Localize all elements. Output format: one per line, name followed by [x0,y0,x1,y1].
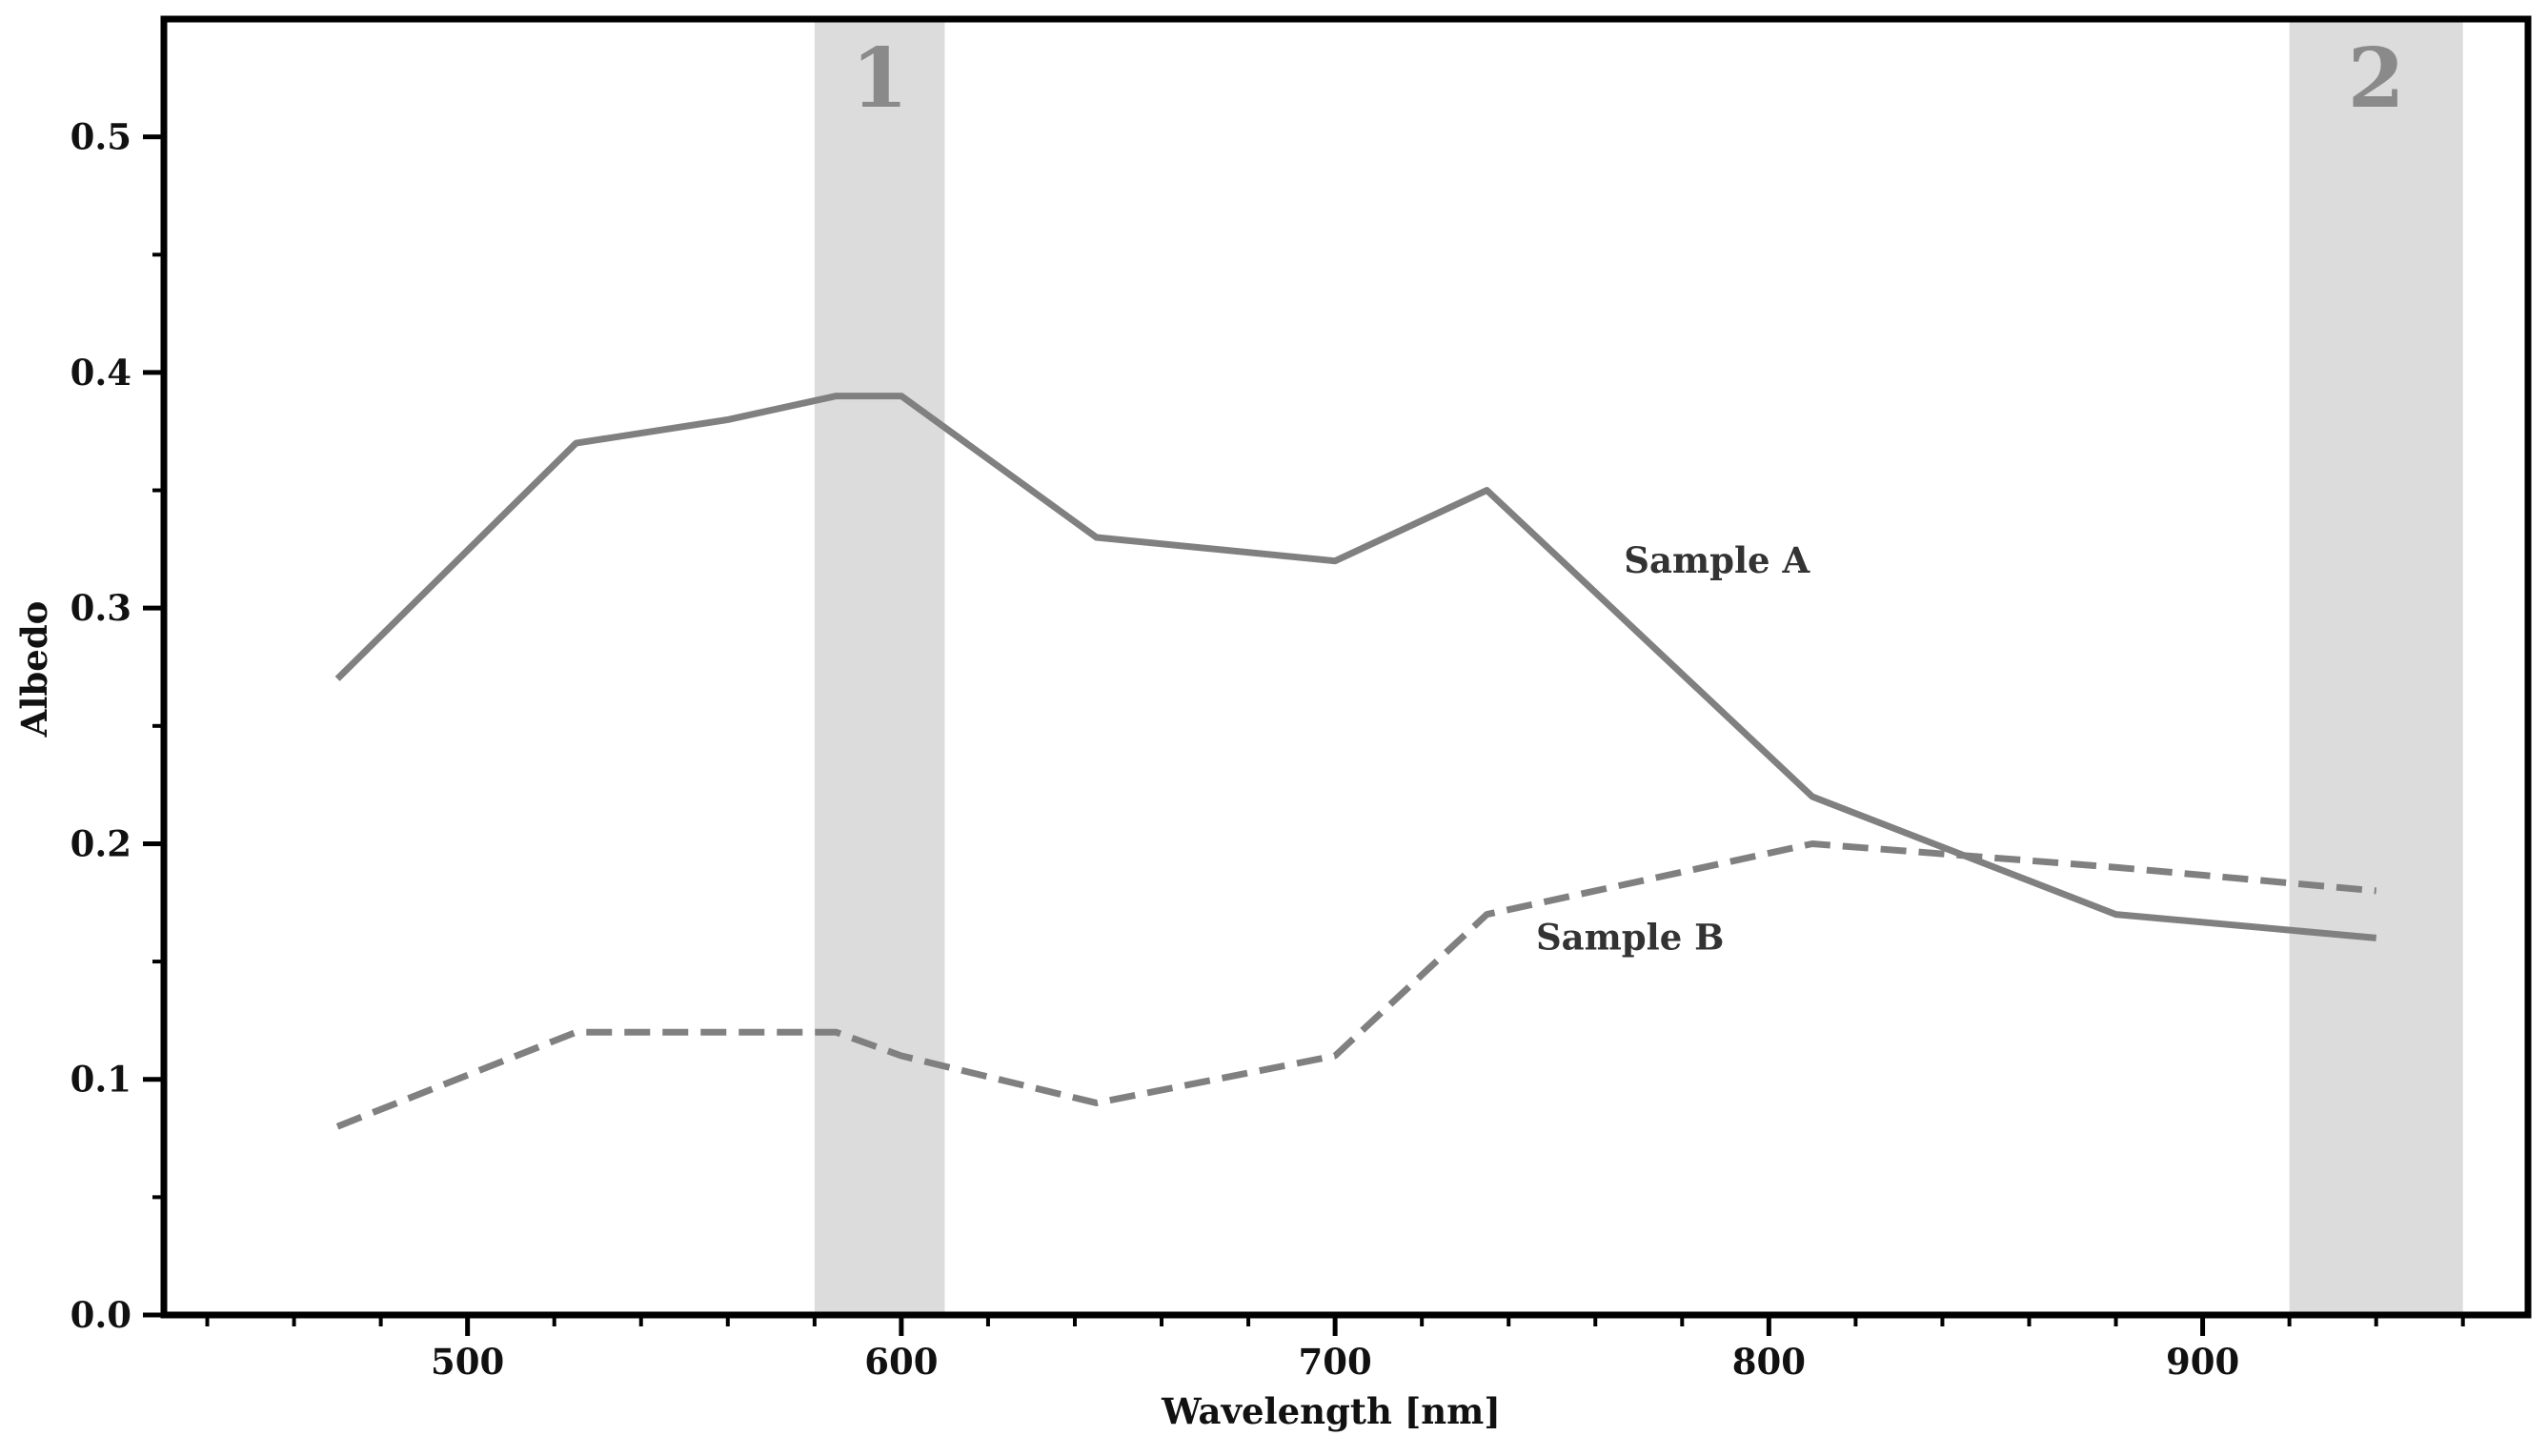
series-labels: Sample A Sample B [1536,539,1811,959]
y-tick-label-2: 0.2 [71,822,131,864]
band-1 [815,19,945,1315]
y-tick-label-3: 0.3 [71,587,131,629]
band-label-1: 1 [851,30,908,127]
band-2 [2290,19,2463,1315]
series-lines [337,396,2376,1127]
x-tick-label-800: 800 [1732,1341,1806,1383]
y-tick-label-0: 0.0 [71,1294,131,1336]
y-tick-label-4: 0.4 [71,352,131,394]
x-tick-label-900: 900 [2166,1341,2239,1383]
series-label-1: Sample A [1624,539,1810,581]
axes: 500 600 700 800 900 0.0 0.1 0.2 0.3 0.4 0.5 [71,19,2528,1383]
x-axis-label: Wavelength [nm] [1161,1390,1501,1432]
x-tick-label-700: 700 [1299,1341,1372,1383]
y-tick-label-1: 0.1 [71,1059,131,1101]
band-label-2: 2 [2348,30,2405,127]
series-label-2: Sample B [1536,917,1724,959]
x-tick-label-600: 600 [864,1341,938,1383]
series-line-1 [337,396,2376,939]
plot-frame [164,19,2528,1315]
y-axis-label: Albedo [13,601,55,738]
y-tick-label-5: 0.5 [71,116,131,158]
series-line-2 [337,844,2376,1127]
x-tick-label-500: 500 [431,1341,504,1383]
